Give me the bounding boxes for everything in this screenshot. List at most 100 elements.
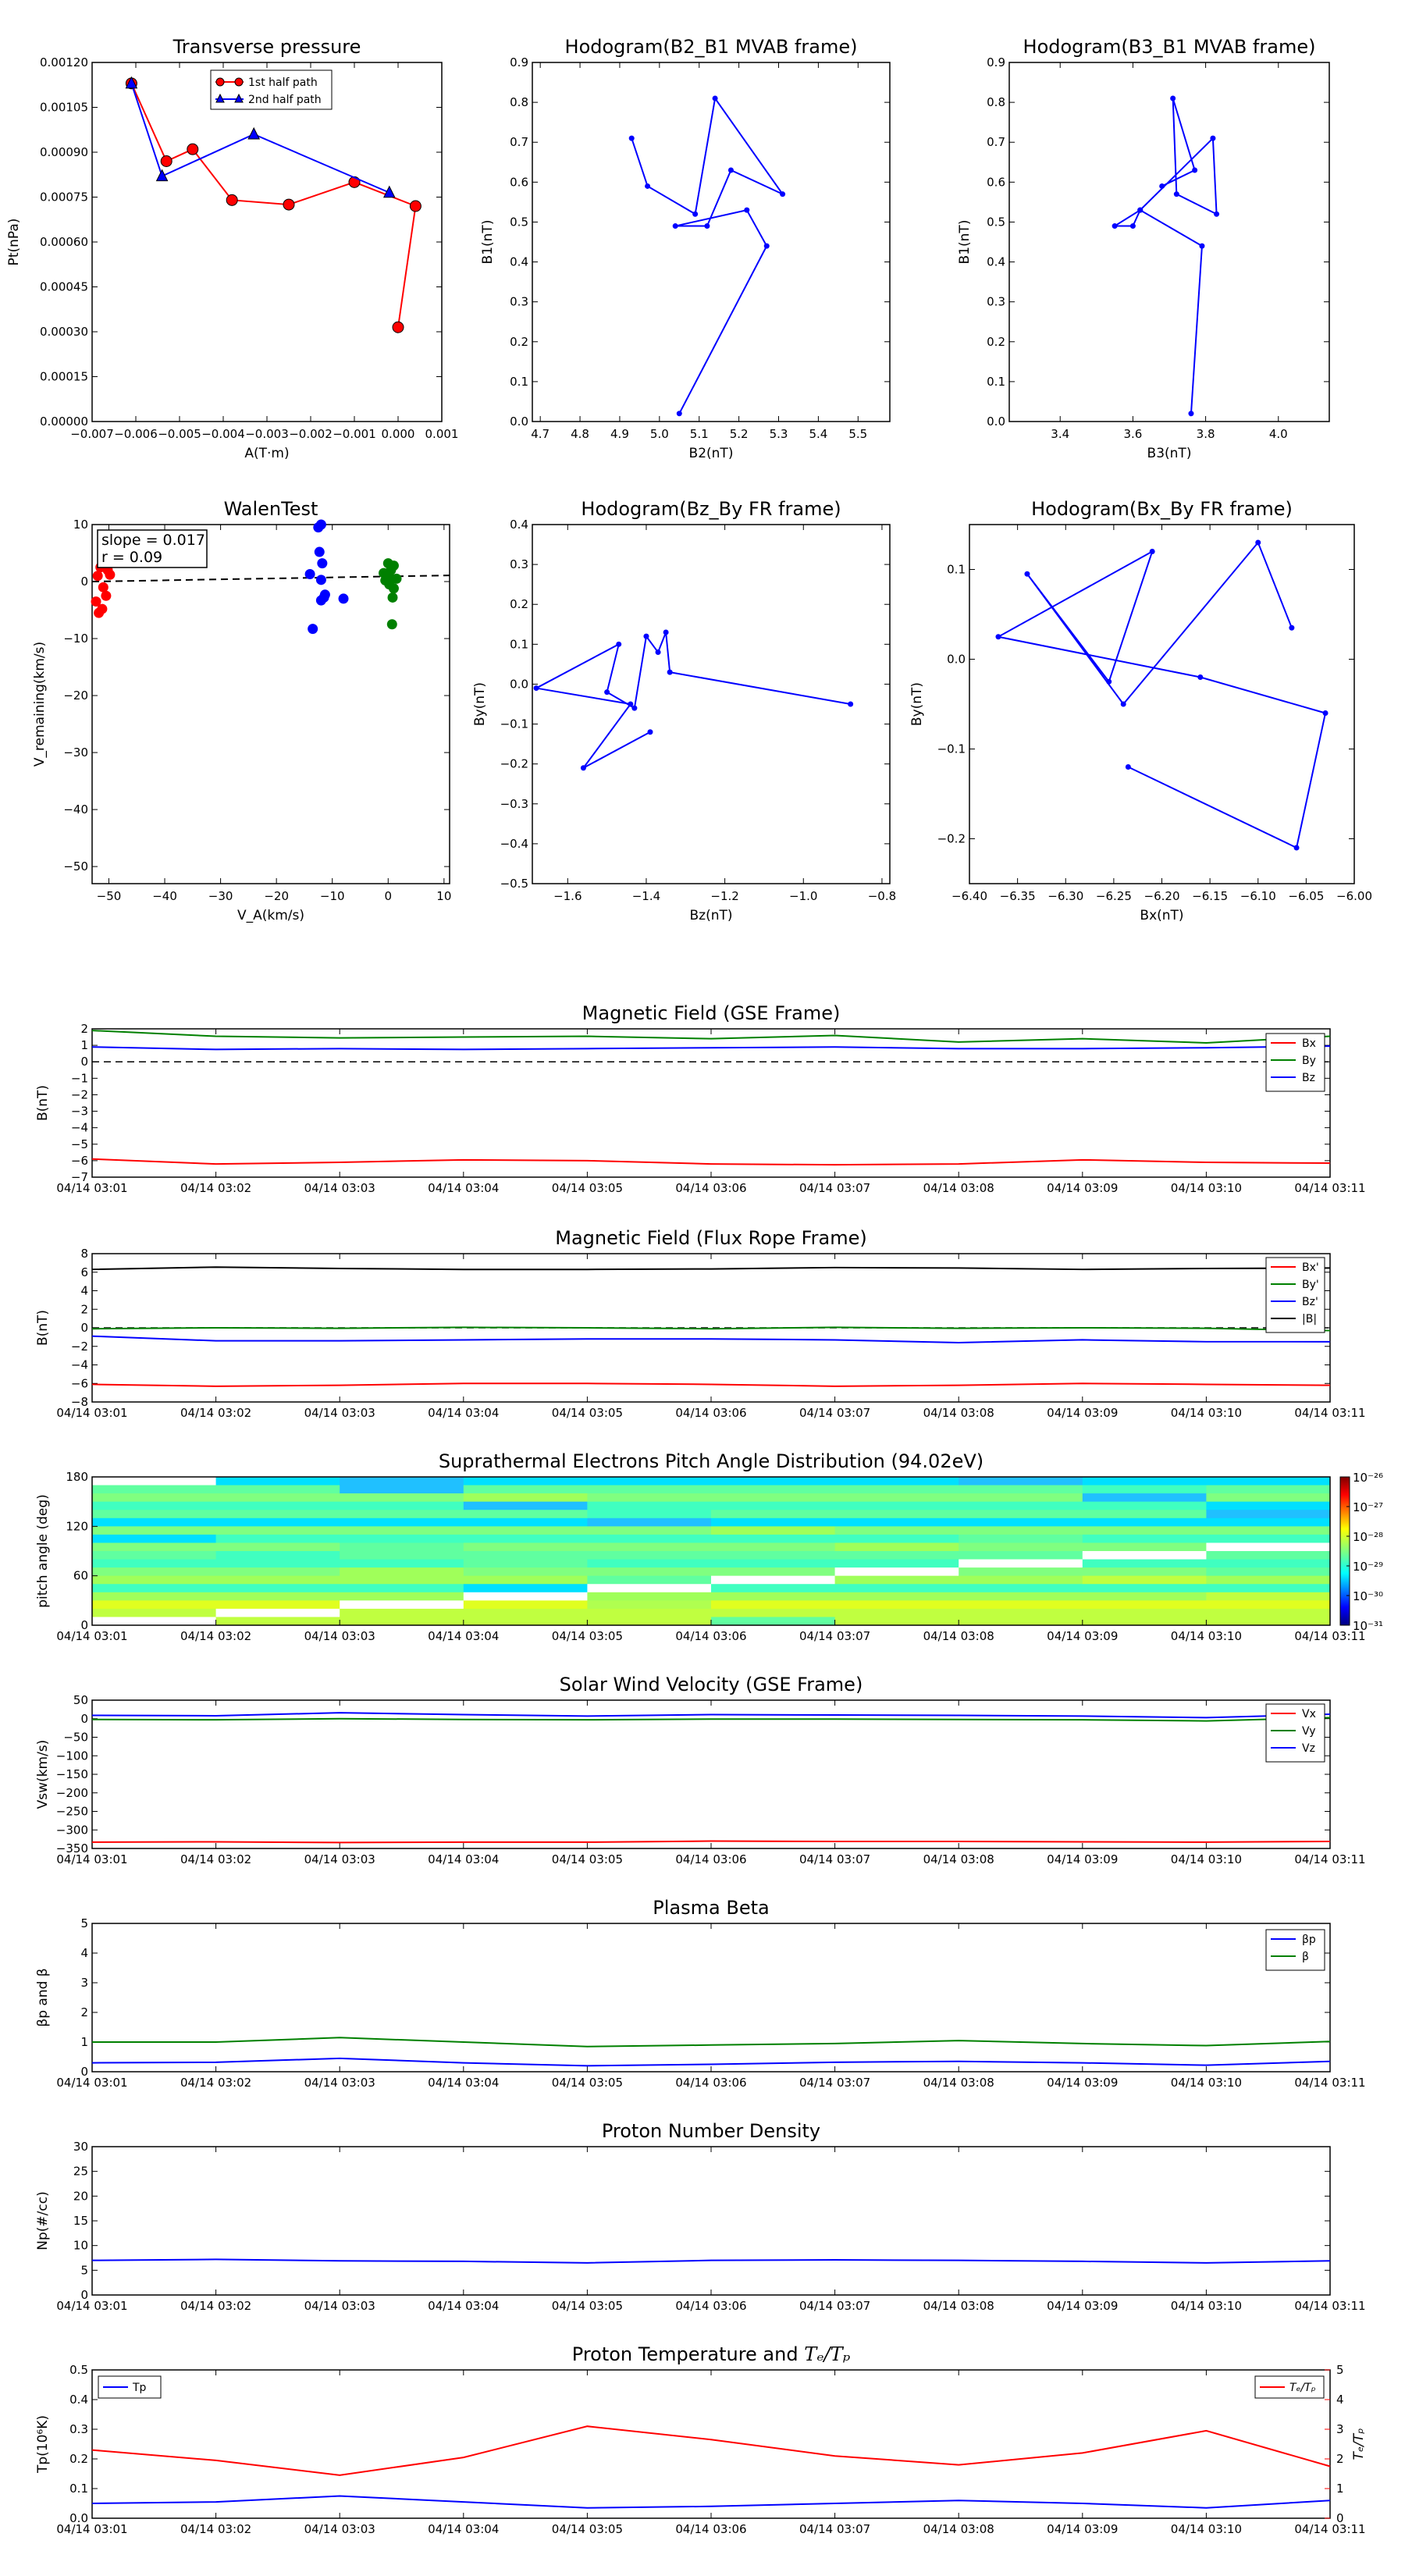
heatmap-cell [340, 1608, 464, 1617]
heatmap-cell [834, 1542, 959, 1552]
chart-hodogram-b3-b1: Hodogram(B3_B1 MVAB frame) 3.4 3.6 3.8 4.0 0.… [957, 36, 1330, 461]
data-point [1129, 223, 1136, 229]
chart-proton-temperature: Proton Temperature and Tₑ/Tₚ 04/14 03:01 0… [35, 2343, 1367, 2536]
heatmap-cell [711, 1477, 836, 1486]
x-tick-label: 04/14 03:09 [1047, 1852, 1118, 1866]
heatmap-cell [463, 1575, 588, 1585]
heatmap-cell [959, 1559, 1083, 1568]
heatmap-cell [92, 1551, 217, 1560]
heatmap-cell [711, 1493, 836, 1503]
x-tick-label: 04/14 03:01 [56, 2522, 127, 2536]
legend: Bx By Bz [1265, 1033, 1325, 1092]
heatmap-cell [463, 1559, 588, 1568]
y-tick-label: 0.3 [69, 2422, 88, 2436]
y-tick-label: 0 [80, 2288, 88, 2302]
heatmap-cell [959, 1501, 1083, 1510]
heatmap-cell [463, 1493, 588, 1503]
series-line-0 [91, 2258, 1331, 2264]
heatmap-cell [587, 1559, 712, 1568]
x-tick-label: 3.6 [1123, 427, 1142, 441]
heatmap-cell [1082, 1526, 1207, 1535]
heatmap-cell [587, 1551, 712, 1560]
data-point [1125, 764, 1131, 770]
chart-title-prefix: Proton Temperature and [572, 2343, 804, 2365]
y-axis-label: By(nT) [909, 682, 925, 726]
plot-frame [91, 1699, 1331, 1849]
x-tick-label: 04/14 03:07 [799, 2299, 870, 2313]
y-tick-label: 0.00075 [40, 190, 88, 205]
data-point [101, 590, 112, 601]
x-tick-label: 04/14 03:01 [56, 1181, 127, 1195]
x-tick-label: 04/14 03:07 [799, 1406, 870, 1420]
x-tick-label: 04/14 03:07 [799, 1629, 870, 1643]
y-tick-label: −4 [71, 1358, 88, 1372]
data-point [160, 155, 173, 167]
x-tick-label: 04/14 03:09 [1047, 2299, 1118, 2313]
legend-box [1265, 1929, 1325, 1971]
data-point [744, 207, 750, 213]
chart-proton-density: Proton Number Density 04/14 03:01 04/14 03… [35, 2120, 1366, 2313]
heatmap-cell [463, 1592, 588, 1601]
y-tick-label: −0.1 [500, 717, 528, 731]
data-point [704, 223, 710, 229]
y-tick-label: 120 [66, 1519, 88, 1533]
series-line-1 [130, 83, 417, 328]
legend-label: |B| [1302, 1313, 1317, 1325]
x-tick-label: 04/14 03:05 [552, 1852, 623, 1866]
colorbar-label: 10⁻²⁹ [1353, 1560, 1383, 1574]
y-tick-label: 0 [80, 1712, 88, 1726]
y-tick-label: 0.00015 [40, 370, 88, 384]
annotation-box [97, 529, 208, 568]
heatmap-cell [1206, 1493, 1331, 1503]
legend-marker [215, 93, 225, 103]
heatmap-cell [215, 1559, 340, 1568]
chart-title: Solar Wind Velocity (GSE Frame) [560, 1674, 863, 1695]
chart-title-math: Tₑ/Tₚ [804, 2343, 850, 2365]
heatmap-cell [1206, 1534, 1331, 1543]
plot-frame [1008, 62, 1330, 422]
y-tick-label: 0.4 [987, 255, 1005, 269]
heatmap-cell [340, 1510, 464, 1519]
data-point [1214, 211, 1220, 217]
heatmap-cell [711, 1600, 836, 1610]
y-tick-label: 50 [73, 1693, 88, 1707]
heatmap-cell [959, 1600, 1083, 1610]
heatmap-cell [1206, 1510, 1331, 1519]
data-point [155, 169, 169, 182]
heatmap-cell [340, 1534, 464, 1543]
y-tick-label: 1 [80, 2035, 88, 2049]
series-line-Bx [91, 1158, 1331, 1166]
data-point [105, 569, 116, 580]
data-point [92, 571, 103, 582]
x-tick-label: −0.006 [114, 427, 158, 441]
chart-title: Hodogram(Bx_By FR frame) [1031, 498, 1293, 520]
data-point [628, 135, 635, 141]
legend-label: Bx [1302, 1037, 1316, 1050]
y2-tick-label: 4 [1336, 2393, 1344, 2407]
data-point [1322, 710, 1329, 716]
heatmap-cell [834, 1600, 959, 1610]
y-tick-label: 5 [80, 1916, 88, 1930]
x-tick-label: 04/14 03:09 [1047, 1629, 1118, 1643]
y-tick-label: −30 [63, 745, 88, 760]
data-point [1120, 701, 1126, 707]
y-axis-label: Tp(10⁶K) [35, 2415, 51, 2474]
heatmap-cell [215, 1501, 340, 1510]
data-point [1188, 411, 1194, 417]
heatmap-cell [587, 1510, 712, 1519]
x-tick-label: −40 [152, 889, 177, 903]
x-tick-label: 4.0 [1269, 427, 1288, 441]
legend-label: By' [1302, 1279, 1319, 1291]
x-tick-label: 04/14 03:09 [1047, 1406, 1118, 1420]
heatmap-cell [959, 1575, 1083, 1585]
chart-title: Plasma Beta [653, 1897, 769, 1919]
heatmap-cell [340, 1617, 464, 1626]
legend-marker [234, 93, 244, 103]
heatmap-cell [587, 1485, 712, 1494]
data-point [187, 143, 199, 155]
heatmap-cell [463, 1551, 588, 1560]
legend-label: 1st half path [248, 76, 318, 89]
heatmap-cell [1206, 1567, 1331, 1577]
x-tick-label: 04/14 03:06 [675, 1852, 746, 1866]
heatmap-cell [587, 1600, 712, 1610]
